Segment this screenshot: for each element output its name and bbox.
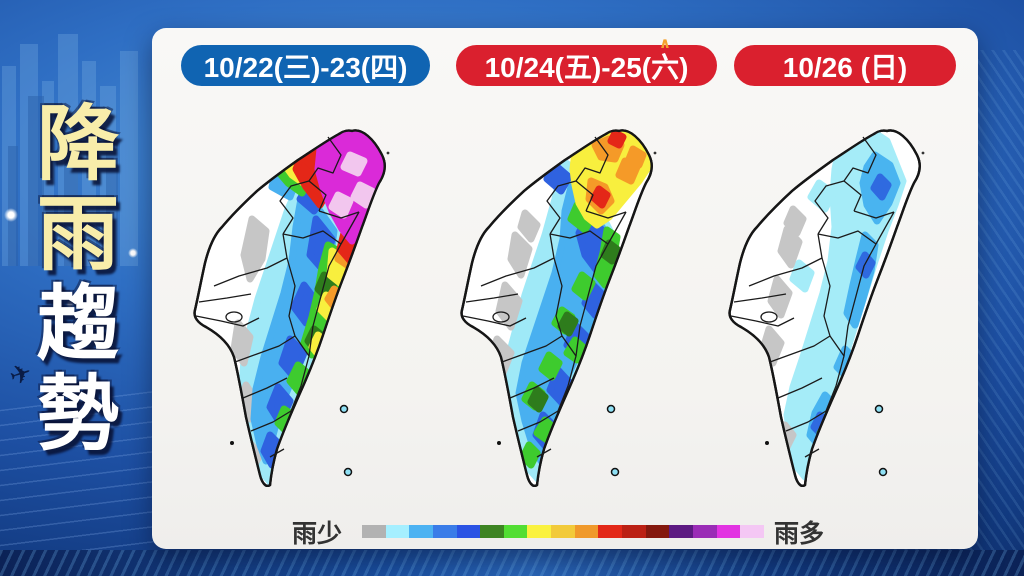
legend-swatch — [669, 525, 693, 538]
legend-swatch — [645, 525, 670, 538]
light-dot — [4, 208, 18, 222]
light-dot — [128, 248, 138, 258]
date-header-2: 10/24(五)-25(六) ∧ — [456, 35, 717, 86]
title-char-2: 雨 — [36, 189, 119, 280]
date-header-1: 10/22(三)-23(四) — [181, 45, 430, 86]
legend-swatch — [503, 525, 528, 538]
legend-swatch — [527, 525, 552, 538]
rain-map-1 — [193, 129, 391, 487]
legend-color-scale — [362, 525, 764, 538]
legend-swatch — [456, 525, 481, 538]
rain-map-3 — [728, 129, 926, 487]
date-header-3: 10/26 (日) — [734, 45, 956, 86]
legend-less-label: 雨少 — [292, 520, 343, 548]
sidebar-title: 降 雨 趨 勢 — [26, 100, 130, 460]
legend-swatch — [740, 525, 764, 538]
rain-map-2 — [460, 129, 658, 487]
title-char-4: 勢 — [36, 369, 119, 460]
legend-swatch — [362, 525, 386, 538]
city-skyline-art — [2, 34, 138, 266]
legend-swatch — [598, 525, 623, 538]
legend-swatch — [480, 525, 504, 538]
legend-swatch — [574, 525, 599, 538]
legend-swatch — [622, 525, 646, 538]
title-char-1: 降 — [36, 99, 119, 190]
legend-swatch — [409, 525, 433, 538]
bottom-band — [0, 550, 1024, 576]
date-header-2-label: 10/24(五)-25(六) — [484, 51, 689, 83]
legend-swatch — [551, 525, 575, 538]
legend-swatch — [385, 525, 410, 538]
legend-swatch — [692, 525, 717, 538]
forecast-panel: 10/22(三)-23(四) 10/24(五)-25(六) ∧ 10/26 (日… — [152, 28, 978, 549]
legend-swatch — [716, 525, 741, 538]
emphasis-accent: ∧ — [658, 35, 671, 52]
light-dot — [66, 300, 74, 308]
legend-more-label: 雨多 — [774, 520, 825, 548]
title-char-3: 趨 — [36, 279, 119, 370]
legend-swatch — [432, 525, 457, 538]
